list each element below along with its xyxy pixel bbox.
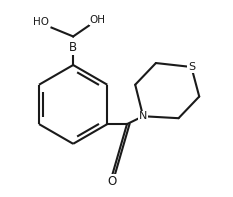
Text: OH: OH — [90, 15, 106, 25]
Text: N: N — [139, 111, 147, 121]
Text: B: B — [69, 41, 77, 54]
Text: HO: HO — [33, 17, 49, 27]
Text: O: O — [107, 175, 116, 188]
Text: S: S — [188, 62, 195, 72]
